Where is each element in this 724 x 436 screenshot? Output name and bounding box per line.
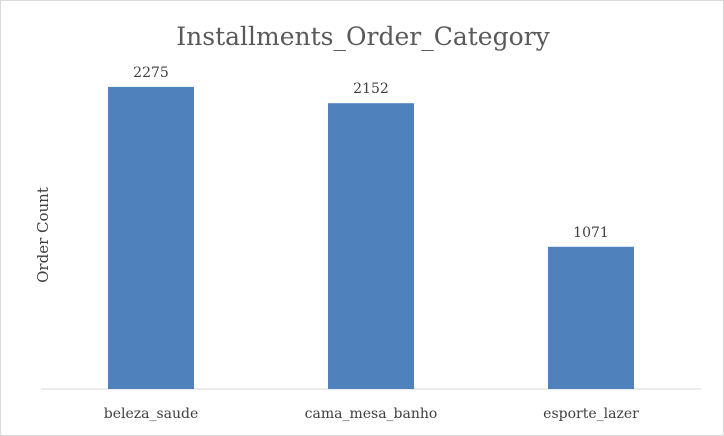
- labels-layer: 2275 beleza_saude 2152 cama_mesa_banho 1071 e…: [104, 65, 639, 422]
- data-label-cama-mesa-banho: 2152: [353, 81, 389, 97]
- bar-beleza-saude: [108, 86, 194, 390]
- bar-cama-mesa-banho: [328, 103, 414, 389]
- data-label-esporte-lazer: 1071: [573, 225, 609, 241]
- bar-esporte-lazer: [548, 246, 634, 389]
- x-tick-label-cama-mesa-banho: cama_mesa_banho: [305, 406, 438, 422]
- x-tick-label-beleza-saude: beleza_saude: [104, 406, 199, 422]
- y-axis-label: Order Count: [34, 187, 52, 283]
- x-tick-label-esporte-lazer: esporte_lazer: [543, 406, 639, 422]
- data-label-beleza-saude: 2275: [133, 65, 169, 81]
- chart-title: Installments_Order_Category: [176, 22, 550, 51]
- bars-layer: [108, 86, 634, 390]
